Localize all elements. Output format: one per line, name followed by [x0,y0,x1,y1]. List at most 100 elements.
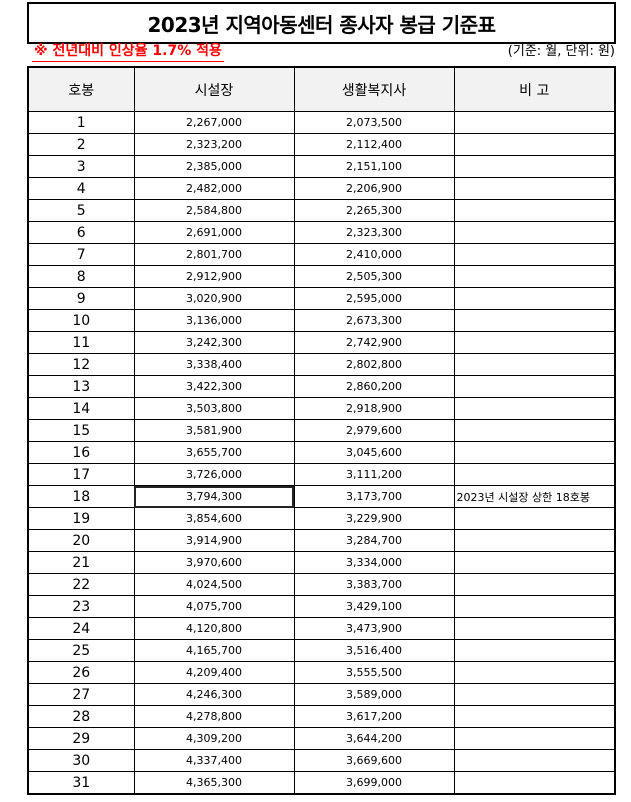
cell-director[interactable]: 4,337,400 [133,749,295,772]
cell-worker[interactable]: 3,516,400 [293,639,455,662]
cell-director[interactable]: 3,503,800 [133,397,295,420]
cell-director[interactable]: 4,365,300 [133,771,295,795]
cell-step[interactable]: 27 [27,683,135,706]
cell-director[interactable]: 2,691,000 [133,221,295,244]
cell-remark[interactable] [453,133,616,156]
cell-director[interactable]: 4,309,200 [133,727,295,750]
cell-step[interactable]: 16 [27,441,135,464]
cell-director[interactable]: 3,242,300 [133,331,295,354]
cell-director[interactable]: 4,246,300 [133,683,295,706]
cell-remark[interactable] [453,221,616,244]
cell-remark[interactable] [453,287,616,310]
cell-remark[interactable] [453,177,616,200]
cell-director[interactable]: 3,914,900 [133,529,295,552]
cell-worker[interactable]: 3,429,100 [293,595,455,618]
cell-step[interactable]: 2 [27,133,135,156]
cell-step[interactable]: 14 [27,397,135,420]
cell-remark[interactable] [453,155,616,178]
cell-remark[interactable] [453,463,616,486]
header-worker[interactable]: 생활복지사 [293,66,455,112]
cell-director[interactable]: 4,165,700 [133,639,295,662]
cell-worker[interactable]: 2,860,200 [293,375,455,398]
cell-director[interactable]: 3,422,300 [133,375,295,398]
cell-step[interactable]: 24 [27,617,135,640]
cell-step[interactable]: 10 [27,309,135,332]
cell-step[interactable]: 31 [27,771,135,795]
cell-worker[interactable]: 3,045,600 [293,441,455,464]
cell-director[interactable]: 4,024,500 [133,573,295,596]
cell-remark[interactable] [453,705,616,728]
cell-remark[interactable] [453,661,616,684]
cell-remark[interactable]: 2023년 시설장 상한 18호봉 [453,485,616,508]
cell-director[interactable]: 3,794,300 [133,485,295,508]
cell-worker[interactable]: 2,742,900 [293,331,455,354]
cell-director[interactable]: 3,581,900 [133,419,295,442]
cell-director[interactable]: 2,584,800 [133,199,295,222]
cell-remark[interactable] [453,727,616,750]
cell-step[interactable]: 11 [27,331,135,354]
cell-worker[interactable]: 2,265,300 [293,199,455,222]
cell-remark[interactable] [453,309,616,332]
cell-director[interactable]: 3,655,700 [133,441,295,464]
cell-director[interactable]: 4,209,400 [133,661,295,684]
cell-director[interactable]: 3,338,400 [133,353,295,376]
cell-worker[interactable]: 3,473,900 [293,617,455,640]
cell-worker[interactable]: 2,802,800 [293,353,455,376]
cell-worker[interactable]: 2,918,900 [293,397,455,420]
header-step[interactable]: 호봉 [27,66,135,112]
cell-step[interactable]: 1 [27,111,135,134]
cell-director[interactable]: 2,801,700 [133,243,295,266]
cell-remark[interactable] [453,331,616,354]
cell-step[interactable]: 18 [27,485,135,508]
cell-director[interactable]: 2,912,900 [133,265,295,288]
cell-worker[interactable]: 2,410,000 [293,243,455,266]
cell-step[interactable]: 25 [27,639,135,662]
cell-remark[interactable] [453,397,616,420]
cell-worker[interactable]: 2,151,100 [293,155,455,178]
cell-remark[interactable] [453,551,616,574]
cell-step[interactable]: 22 [27,573,135,596]
cell-step[interactable]: 29 [27,727,135,750]
cell-remark[interactable] [453,573,616,596]
cell-remark[interactable] [453,441,616,464]
cell-remark[interactable] [453,353,616,376]
cell-remark[interactable] [453,749,616,772]
header-remark[interactable]: 비 고 [453,66,616,112]
cell-director[interactable]: 3,020,900 [133,287,295,310]
cell-step[interactable]: 19 [27,507,135,530]
cell-remark[interactable] [453,243,616,266]
cell-worker[interactable]: 3,111,200 [293,463,455,486]
cell-director[interactable]: 4,120,800 [133,617,295,640]
cell-director[interactable]: 3,136,000 [133,309,295,332]
cell-director[interactable]: 3,726,000 [133,463,295,486]
cell-remark[interactable] [453,375,616,398]
cell-step[interactable]: 3 [27,155,135,178]
cell-step[interactable]: 6 [27,221,135,244]
cell-step[interactable]: 5 [27,199,135,222]
cell-worker[interactable]: 2,979,600 [293,419,455,442]
cell-remark[interactable] [453,265,616,288]
cell-remark[interactable] [453,771,616,795]
cell-worker[interactable]: 2,073,500 [293,111,455,134]
cell-step[interactable]: 9 [27,287,135,310]
cell-remark[interactable] [453,111,616,134]
cell-step[interactable]: 17 [27,463,135,486]
cell-remark[interactable] [453,529,616,552]
header-director[interactable]: 시설장 [133,66,295,112]
cell-remark[interactable] [453,595,616,618]
cell-worker[interactable]: 2,673,300 [293,309,455,332]
cell-worker[interactable]: 3,334,000 [293,551,455,574]
cell-worker[interactable]: 3,383,700 [293,573,455,596]
cell-worker[interactable]: 3,555,500 [293,661,455,684]
cell-director[interactable]: 4,278,800 [133,705,295,728]
cell-director[interactable]: 2,482,000 [133,177,295,200]
cell-worker[interactable]: 2,505,300 [293,265,455,288]
cell-step[interactable]: 21 [27,551,135,574]
cell-step[interactable]: 26 [27,661,135,684]
cell-director[interactable]: 2,267,000 [133,111,295,134]
cell-remark[interactable] [453,617,616,640]
cell-remark[interactable] [453,419,616,442]
cell-worker[interactable]: 3,589,000 [293,683,455,706]
cell-worker[interactable]: 3,617,200 [293,705,455,728]
cell-step[interactable]: 4 [27,177,135,200]
